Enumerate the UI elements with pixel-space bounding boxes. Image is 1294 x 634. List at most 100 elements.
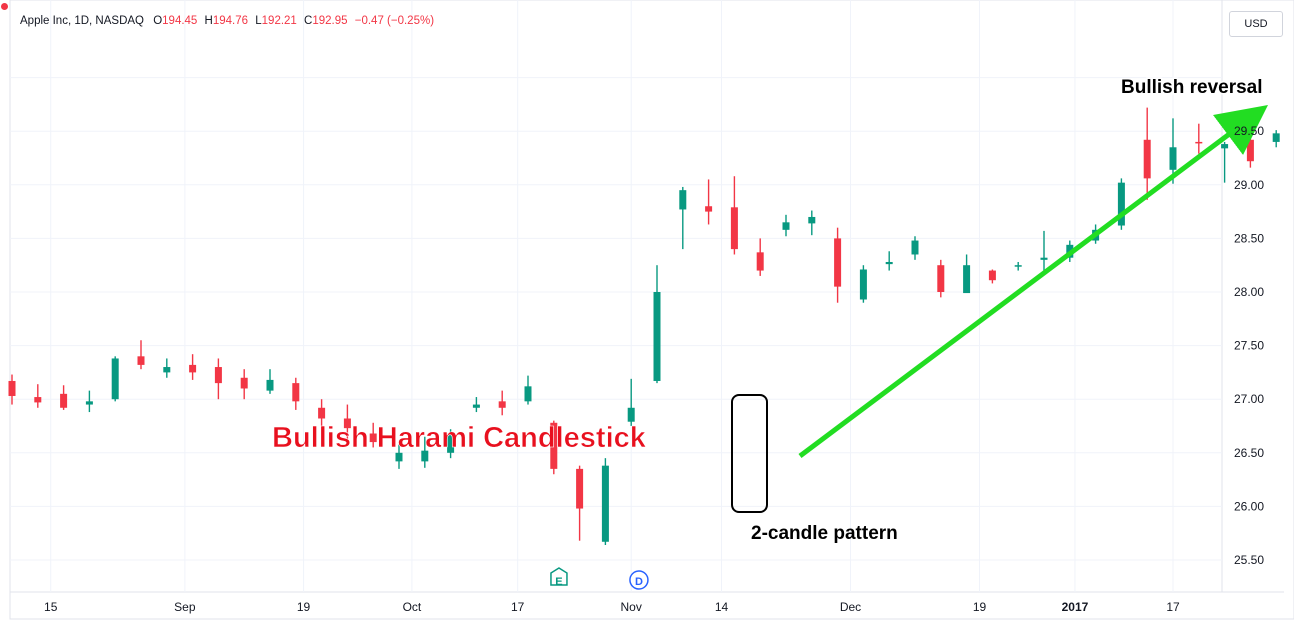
candle[interactable]: [783, 215, 790, 236]
symbol-legend: Apple Inc, 1D, NASDAQ O194.45 H194.76 L1…: [20, 15, 434, 27]
y-tick-label: 27.50: [1234, 339, 1264, 353]
candle-body: [628, 408, 635, 422]
candle[interactable]: [628, 379, 635, 426]
candle-body: [267, 380, 274, 391]
candle[interactable]: [60, 385, 67, 410]
candle[interactable]: [937, 260, 944, 298]
candle-body: [396, 453, 403, 462]
y-tick-label: 28.00: [1234, 285, 1264, 299]
y-tick-label: 29.50: [1234, 124, 1264, 138]
candle-body: [989, 271, 996, 281]
y-tick-label: 26.00: [1234, 499, 1264, 513]
candle[interactable]: [1273, 130, 1280, 147]
candle-body: [1144, 140, 1151, 179]
candle[interactable]: [834, 228, 841, 303]
candle[interactable]: [886, 251, 893, 270]
y-tick-label: 29.00: [1234, 178, 1264, 192]
legend-high-value: 194.76: [213, 15, 248, 27]
candle[interactable]: [1041, 231, 1048, 271]
candle-body: [318, 408, 325, 419]
candle[interactable]: [499, 391, 506, 416]
candle[interactable]: [215, 358, 222, 399]
candle[interactable]: [163, 358, 170, 377]
dividend-icon[interactable]: D: [630, 571, 648, 589]
candle-body: [654, 292, 661, 381]
candle-body: [576, 469, 583, 509]
legend-change: −0.47 (−0.25%): [355, 15, 434, 27]
candle[interactable]: [705, 179, 712, 224]
candle[interactable]: [86, 391, 93, 412]
legend-open-label: O: [153, 15, 162, 27]
x-tick-label: 19: [973, 600, 987, 614]
x-tick-label: Sep: [174, 600, 196, 614]
candle[interactable]: [757, 238, 764, 276]
x-tick-label: Oct: [403, 600, 422, 614]
candle[interactable]: [1118, 178, 1125, 229]
candle[interactable]: [292, 378, 299, 410]
candle[interactable]: [731, 176, 738, 254]
currency-button[interactable]: USD: [1229, 11, 1283, 37]
legend-open-value: 194.45: [162, 15, 197, 27]
candles: [9, 65, 1294, 545]
candle-body: [241, 378, 248, 389]
candle-body: [860, 269, 867, 299]
candle[interactable]: [1195, 124, 1202, 154]
pattern-title: Bullish Harami Candlestick: [272, 422, 647, 454]
candle-body: [34, 397, 41, 402]
y-tick-label: 25.50: [1234, 553, 1264, 567]
legend-symbol: Apple Inc, 1D, NASDAQ: [20, 15, 144, 27]
price-axis: 25.5026.0026.5027.0027.5028.0028.5029.00…: [1234, 124, 1264, 567]
candle[interactable]: [189, 354, 196, 380]
reversal-label: Bullish reversal: [1121, 77, 1263, 98]
candle[interactable]: [576, 466, 583, 541]
candle[interactable]: [1015, 262, 1022, 271]
candle[interactable]: [602, 458, 609, 545]
annotations-layer: Bullish Harami Candlestick 2-candle patte…: [272, 77, 1263, 589]
candle-body: [163, 367, 170, 372]
candle[interactable]: [912, 236, 919, 260]
candle[interactable]: [267, 369, 274, 394]
candle[interactable]: [138, 340, 145, 369]
candle-body: [1170, 147, 1177, 170]
x-tick-label: Dec: [840, 600, 861, 614]
candle-body: [525, 386, 532, 401]
harami-highlight-box: [732, 395, 767, 512]
candle[interactable]: [860, 265, 867, 303]
candle-body: [731, 207, 738, 249]
live-indicator-icon: [1, 3, 8, 10]
candle[interactable]: [654, 265, 661, 383]
candle-body: [602, 466, 609, 542]
y-tick-label: 26.50: [1234, 446, 1264, 460]
candle[interactable]: [808, 211, 815, 236]
candle-body: [834, 238, 841, 286]
candle-body: [963, 265, 970, 293]
x-tick-label: 14: [715, 600, 729, 614]
candle-body: [189, 365, 196, 373]
candle-body: [499, 401, 506, 407]
legend-high-label: H: [205, 15, 213, 27]
candle[interactable]: [989, 269, 996, 283]
legend-close-value: 192.95: [312, 15, 347, 27]
earnings-icon[interactable]: E: [551, 568, 567, 588]
candle-body: [1221, 144, 1228, 148]
candle[interactable]: [525, 376, 532, 405]
candle[interactable]: [679, 187, 686, 249]
pattern-label: 2-candle pattern: [751, 523, 898, 544]
candle-body: [138, 356, 145, 365]
grid-lines: [10, 0, 1294, 619]
candle-body: [757, 252, 764, 270]
candle[interactable]: [1144, 108, 1151, 200]
candle[interactable]: [963, 254, 970, 293]
candle-body: [473, 405, 480, 408]
candle-body: [937, 265, 944, 292]
candle[interactable]: [112, 356, 119, 401]
candle[interactable]: [34, 384, 41, 408]
candle[interactable]: [241, 369, 248, 399]
candle-body: [705, 206, 712, 211]
candle-body: [886, 262, 893, 264]
candle-body: [60, 394, 67, 408]
candle-body: [292, 383, 299, 401]
